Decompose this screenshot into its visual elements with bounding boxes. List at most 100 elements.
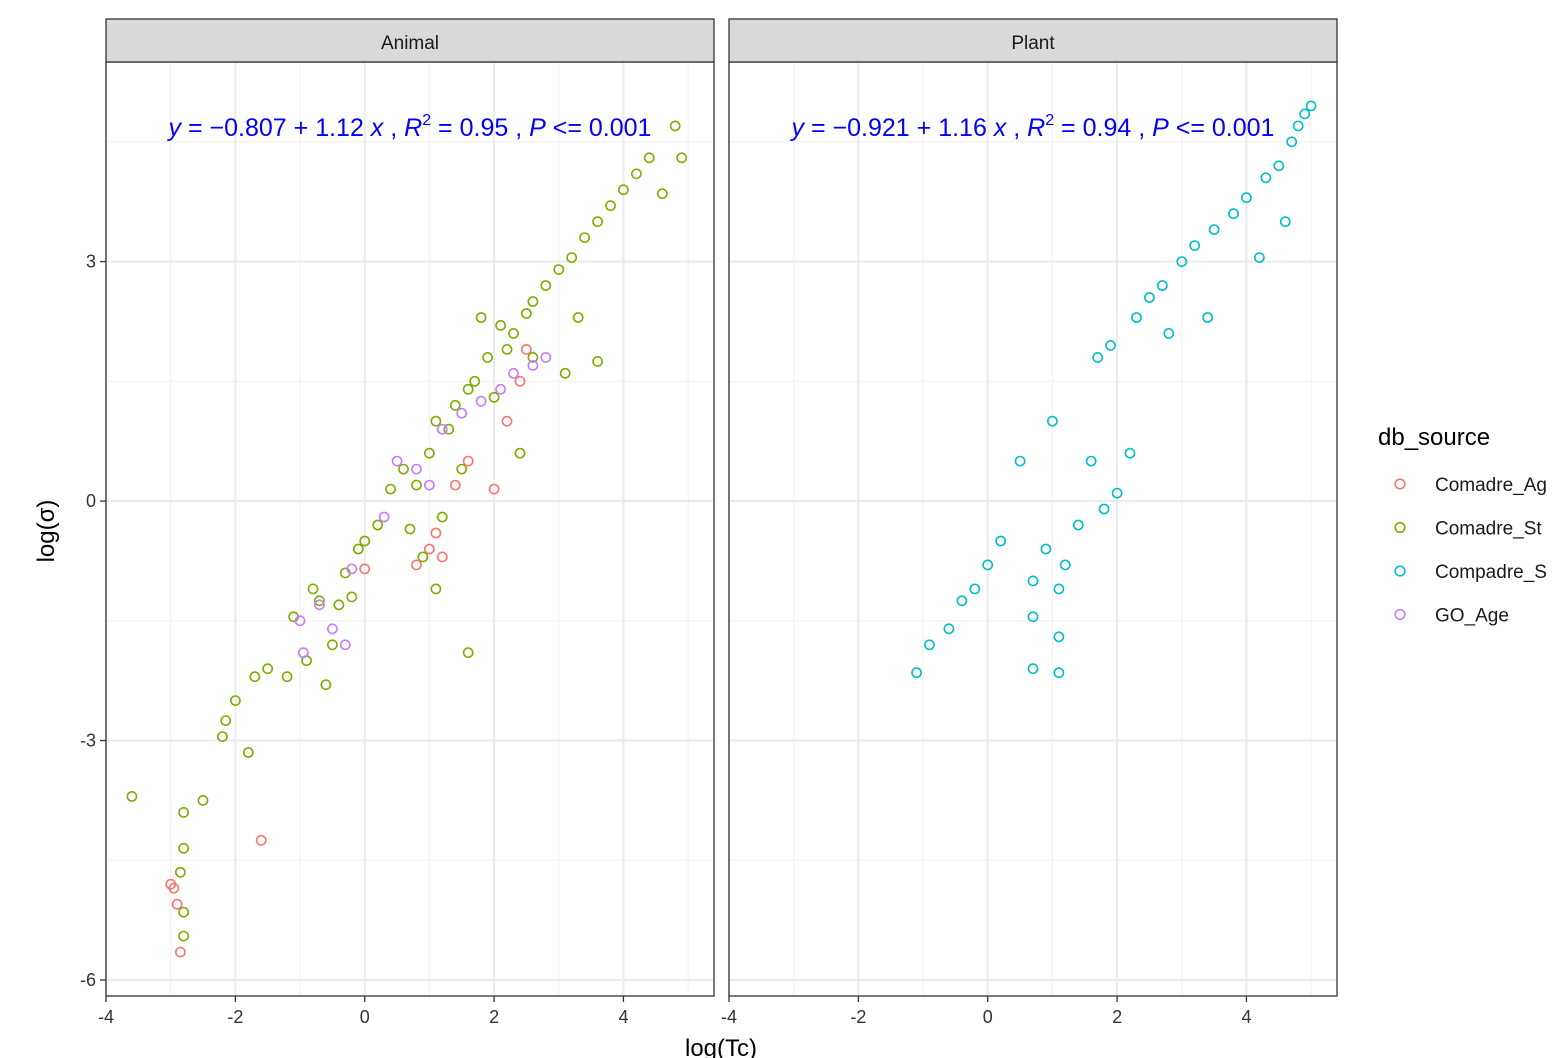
data-point <box>1053 667 1065 679</box>
data-point <box>423 447 435 459</box>
data-point <box>255 834 267 846</box>
legend-key <box>1394 565 1406 577</box>
x-tick-label: 0 <box>360 1007 370 1027</box>
x-tick-label: -2 <box>227 1007 243 1027</box>
data-point <box>618 184 629 196</box>
panel-animal: Animal y = −0.807 + 1.12 x , R2 = 0.95 , … <box>80 18 715 1027</box>
data-point <box>178 807 189 818</box>
data-point <box>527 296 539 307</box>
data-point <box>1092 351 1104 363</box>
data-point <box>631 168 642 180</box>
data-point <box>449 399 461 411</box>
y-axis-title: log(σ) <box>33 500 60 563</box>
data-point <box>339 639 351 651</box>
data-point <box>911 667 922 679</box>
panel-background <box>106 62 714 996</box>
data-point <box>482 351 493 363</box>
data-point <box>417 551 429 563</box>
data-point <box>508 327 519 339</box>
data-point <box>1163 327 1175 339</box>
y-tick-label: 0 <box>86 491 96 511</box>
data-point <box>1241 192 1252 204</box>
data-point <box>924 639 935 651</box>
data-point <box>1131 312 1142 323</box>
data-point <box>579 232 590 243</box>
x-tick-label: -2 <box>850 1007 866 1027</box>
data-point <box>508 367 519 379</box>
legend-key <box>1394 478 1406 490</box>
data-point <box>220 715 232 726</box>
data-point <box>462 383 474 395</box>
data-point <box>592 355 603 367</box>
legend: db_source Comadre_Ag Comadre_St Compadre_S… <box>1378 424 1547 627</box>
regression-equation: y = −0.921 + 1.16 x , R2 = 0.94 , P <= 0… <box>790 112 1275 142</box>
y-tick-label: -3 <box>80 731 96 751</box>
data-point <box>372 519 384 531</box>
x-tick-label: -4 <box>98 1007 114 1027</box>
data-point <box>521 308 532 319</box>
data-point <box>297 647 309 659</box>
legend-key <box>1394 608 1406 621</box>
data-point <box>398 463 409 475</box>
data-point <box>242 747 254 758</box>
data-point <box>411 479 422 491</box>
data-point <box>430 415 442 427</box>
data-point <box>262 663 274 675</box>
data-point <box>495 319 506 331</box>
data-point <box>553 264 565 275</box>
data-point <box>391 455 403 467</box>
data-point <box>178 930 189 942</box>
data-point <box>559 367 571 379</box>
data-point <box>430 527 442 539</box>
data-point <box>943 623 955 635</box>
data-point <box>1202 312 1213 323</box>
x-axis-title: log(Tc) <box>685 1035 757 1058</box>
data-point <box>605 200 616 212</box>
data-point <box>249 671 261 683</box>
data-point <box>359 563 371 575</box>
data-point <box>969 583 981 595</box>
x-tick-label: 4 <box>1241 1007 1251 1027</box>
data-point <box>178 842 189 854</box>
data-point <box>1027 575 1039 587</box>
data-point <box>1040 543 1052 555</box>
data-point <box>592 216 603 228</box>
data-point <box>1208 224 1220 235</box>
data-point <box>326 639 338 651</box>
data-point <box>1059 559 1071 571</box>
data-point <box>1047 415 1058 427</box>
data-point <box>378 511 390 523</box>
data-point <box>171 898 183 910</box>
data-point <box>430 583 442 595</box>
legend-label: Comadre_St <box>1435 519 1542 540</box>
regression-equation: y = −0.807 + 1.12 x , R2 = 0.95 , P <= 0… <box>167 112 652 142</box>
data-point <box>501 415 513 427</box>
data-point <box>307 583 319 595</box>
legend-key <box>1394 521 1406 534</box>
data-point <box>1228 208 1239 220</box>
data-point <box>411 463 422 475</box>
data-point <box>1053 631 1065 643</box>
data-point <box>436 511 448 523</box>
data-point <box>174 946 186 958</box>
data-point <box>313 599 325 611</box>
y-tick-label: 3 <box>86 252 96 272</box>
data-point <box>1053 583 1065 595</box>
data-point <box>333 599 345 611</box>
data-point <box>540 280 552 291</box>
data-point <box>1176 256 1188 267</box>
data-point <box>385 483 396 495</box>
data-point <box>326 623 338 635</box>
data-point <box>1111 487 1123 499</box>
data-point <box>527 351 539 363</box>
data-point <box>514 447 526 459</box>
x-tick-label: 0 <box>983 1007 993 1027</box>
data-point <box>1157 280 1168 291</box>
x-tick-label: 2 <box>1112 1007 1122 1027</box>
data-point <box>1144 292 1155 303</box>
data-point <box>174 866 186 878</box>
data-point <box>572 312 584 323</box>
data-point <box>320 679 332 691</box>
data-point <box>462 455 474 467</box>
